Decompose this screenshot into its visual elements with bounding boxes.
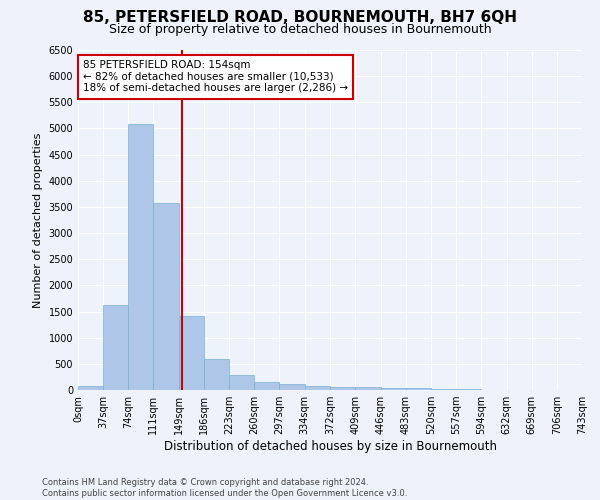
Bar [153, 202, 179, 390]
Bar [179, 316, 204, 390]
Text: 85, PETERSFIELD ROAD, BOURNEMOUTH, BH7 6QH: 85, PETERSFIELD ROAD, BOURNEMOUTH, BH7 6… [83, 10, 517, 25]
Y-axis label: Number of detached properties: Number of detached properties [33, 132, 43, 308]
Bar [380, 388, 406, 390]
Bar [254, 382, 280, 390]
Text: Size of property relative to detached houses in Bournemouth: Size of property relative to detached ho… [109, 22, 491, 36]
Text: 85 PETERSFIELD ROAD: 154sqm
← 82% of detached houses are smaller (10,533)
18% of: 85 PETERSFIELD ROAD: 154sqm ← 82% of det… [83, 60, 348, 94]
Bar [128, 124, 153, 390]
Bar [331, 387, 355, 390]
X-axis label: Distribution of detached houses by size in Bournemouth: Distribution of detached houses by size … [163, 440, 497, 453]
Bar [229, 374, 254, 390]
Bar [431, 389, 456, 390]
Text: Contains HM Land Registry data © Crown copyright and database right 2024.
Contai: Contains HM Land Registry data © Crown c… [42, 478, 407, 498]
Bar [204, 359, 229, 390]
Bar [78, 386, 103, 390]
Bar [406, 388, 431, 390]
Bar [103, 304, 128, 390]
Bar [305, 386, 331, 390]
Bar [355, 387, 380, 390]
Bar [280, 384, 305, 390]
